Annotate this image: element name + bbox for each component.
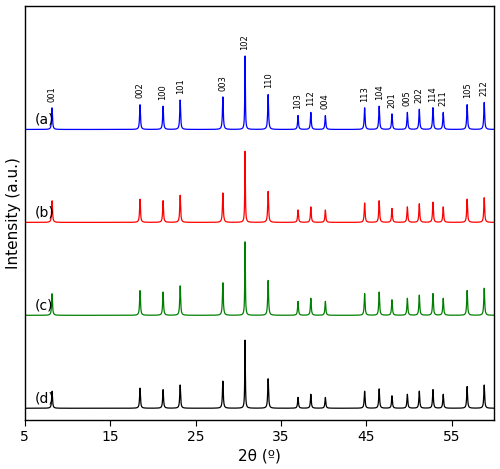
- Text: 005: 005: [403, 91, 412, 106]
- Text: 112: 112: [306, 91, 316, 106]
- Text: 101: 101: [176, 78, 184, 94]
- Text: 103: 103: [294, 93, 302, 109]
- Text: 001: 001: [48, 86, 56, 102]
- Text: 102: 102: [240, 34, 250, 50]
- Text: 110: 110: [264, 73, 272, 89]
- Text: 201: 201: [388, 92, 396, 108]
- Text: 202: 202: [415, 87, 424, 103]
- Text: (d): (d): [35, 391, 54, 405]
- Text: 114: 114: [428, 86, 438, 102]
- Text: 100: 100: [158, 84, 168, 100]
- Text: (a): (a): [35, 112, 54, 126]
- Text: 004: 004: [321, 94, 330, 109]
- Text: (c): (c): [35, 298, 54, 312]
- Text: 003: 003: [218, 75, 228, 91]
- Text: 212: 212: [480, 80, 488, 96]
- Y-axis label: Intensity (a.u.): Intensity (a.u.): [6, 157, 20, 269]
- Text: 105: 105: [462, 83, 471, 98]
- X-axis label: 2θ (º): 2θ (º): [238, 448, 281, 463]
- Text: 113: 113: [360, 86, 369, 102]
- Text: 104: 104: [374, 84, 384, 100]
- Text: 211: 211: [438, 91, 448, 106]
- Text: (b): (b): [35, 205, 54, 219]
- Text: 002: 002: [136, 83, 144, 98]
